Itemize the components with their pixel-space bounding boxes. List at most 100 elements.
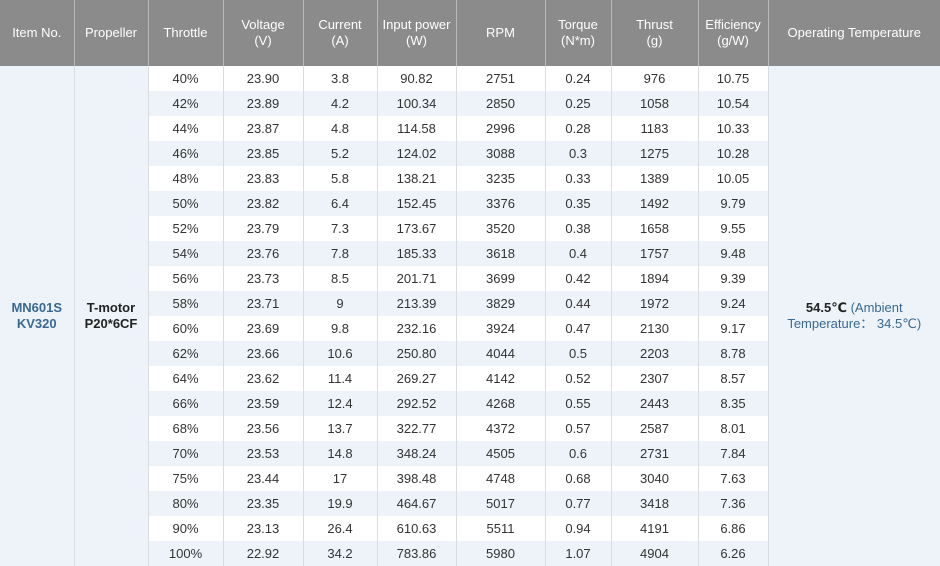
input-power-cell: 152.45 xyxy=(376,191,456,216)
torque-cell: 0.28 xyxy=(544,116,611,141)
voltage-cell: 23.62 xyxy=(222,366,303,391)
efficiency-cell: 10.75 xyxy=(697,66,768,91)
col-header-label: Input power xyxy=(382,17,451,32)
efficiency-cell: 10.54 xyxy=(697,91,768,116)
rpm-cell: 3618 xyxy=(455,241,545,266)
table-row: 48% 23.83 5.8 138.21 3235 0.33 1389 10.05 xyxy=(0,166,940,191)
current-cell: 6.4 xyxy=(302,191,377,216)
current-cell: 8.5 xyxy=(302,266,377,291)
col-header-input-power: Input power (W) xyxy=(376,0,456,66)
voltage-cell: 23.87 xyxy=(222,116,303,141)
col-header-unit: (g) xyxy=(646,33,663,48)
input-power-cell: 185.33 xyxy=(376,241,456,266)
voltage-cell: 23.73 xyxy=(222,266,303,291)
thrust-cell: 2203 xyxy=(610,341,698,366)
thrust-cell: 2443 xyxy=(610,391,698,416)
rpm-cell: 4372 xyxy=(455,416,545,441)
col-header-operating-temperature: Operating Temperature xyxy=(767,0,940,66)
throttle-cell: 44% xyxy=(147,116,223,141)
rpm-cell: 4044 xyxy=(455,341,545,366)
rpm-cell: 3235 xyxy=(455,166,545,191)
thrust-cell: 1658 xyxy=(610,216,698,241)
throttle-cell: 40% xyxy=(147,66,223,91)
efficiency-cell: 10.33 xyxy=(697,116,768,141)
input-power-cell: 322.77 xyxy=(376,416,456,441)
torque-cell: 0.3 xyxy=(544,141,611,166)
torque-cell: 0.44 xyxy=(544,291,611,316)
throttle-cell: 100% xyxy=(147,541,223,566)
torque-cell: 0.35 xyxy=(544,191,611,216)
rpm-cell: 2850 xyxy=(455,91,545,116)
efficiency-cell: 9.48 xyxy=(697,241,768,266)
thrust-cell: 4191 xyxy=(610,516,698,541)
throttle-cell: 48% xyxy=(147,166,223,191)
efficiency-cell: 8.78 xyxy=(697,341,768,366)
col-header-unit: (A) xyxy=(331,33,349,48)
table-row: 44% 23.87 4.8 114.58 2996 0.28 1183 10.33 xyxy=(0,116,940,141)
col-header-label: Voltage xyxy=(241,17,285,32)
throttle-cell: 42% xyxy=(147,91,223,116)
throttle-cell: 62% xyxy=(147,341,223,366)
throttle-cell: 75% xyxy=(147,466,223,491)
col-header-efficiency: Efficiency (g/W) xyxy=(697,0,768,66)
rpm-cell: 3829 xyxy=(455,291,545,316)
voltage-cell: 23.85 xyxy=(222,141,303,166)
rpm-cell: 4505 xyxy=(455,441,545,466)
rpm-cell: 5980 xyxy=(455,541,545,566)
propeller-cell: T-motor P20*6CF xyxy=(73,66,148,566)
torque-cell: 0.25 xyxy=(544,91,611,116)
thrust-cell: 4904 xyxy=(610,541,698,566)
thrust-cell: 2130 xyxy=(610,316,698,341)
efficiency-cell: 6.86 xyxy=(697,516,768,541)
voltage-cell: 22.92 xyxy=(222,541,303,566)
throttle-cell: 68% xyxy=(147,416,223,441)
torque-cell: 0.77 xyxy=(544,491,611,516)
rpm-cell: 2751 xyxy=(455,66,545,91)
input-power-cell: 269.27 xyxy=(376,366,456,391)
col-header-unit: (g/W) xyxy=(717,33,749,48)
efficiency-cell: 7.36 xyxy=(697,491,768,516)
col-header-label: RPM xyxy=(486,25,515,40)
voltage-cell: 23.76 xyxy=(222,241,303,266)
rpm-cell: 3699 xyxy=(455,266,545,291)
voltage-cell: 23.83 xyxy=(222,166,303,191)
thrust-cell: 2307 xyxy=(610,366,698,391)
table-row: 60% 23.69 9.8 232.16 3924 0.47 2130 9.17 xyxy=(0,316,940,341)
current-cell: 34.2 xyxy=(302,541,377,566)
thrust-cell: 3040 xyxy=(610,466,698,491)
col-header-torque: Torque (N*m) xyxy=(544,0,611,66)
current-cell: 5.8 xyxy=(302,166,377,191)
propeller-model: P20*6CF xyxy=(84,316,138,331)
efficiency-cell: 9.39 xyxy=(697,266,768,291)
throttle-cell: 64% xyxy=(147,366,223,391)
throttle-cell: 60% xyxy=(147,316,223,341)
col-header-label: Current xyxy=(318,17,362,32)
input-power-cell: 232.16 xyxy=(376,316,456,341)
efficiency-cell: 6.26 xyxy=(697,541,768,566)
torque-cell: 0.33 xyxy=(544,166,611,191)
table-row: 62% 23.66 10.6 250.80 4044 0.5 2203 8.78 xyxy=(0,341,940,366)
table-row: 80% 23.35 19.9 464.67 5017 0.77 3418 7.36 xyxy=(0,491,940,516)
thrust-cell: 1757 xyxy=(610,241,698,266)
input-power-cell: 348.24 xyxy=(376,441,456,466)
voltage-cell: 23.59 xyxy=(222,391,303,416)
efficiency-cell: 7.84 xyxy=(697,441,768,466)
thrust-cell: 1183 xyxy=(610,116,698,141)
col-header-rpm: RPM xyxy=(455,0,545,66)
torque-cell: 0.4 xyxy=(544,241,611,266)
table-row: 50% 23.82 6.4 152.45 3376 0.35 1492 9.79 xyxy=(0,191,940,216)
thrust-cell: 2731 xyxy=(610,441,698,466)
rpm-cell: 3088 xyxy=(455,141,545,166)
item-kv: KV320 xyxy=(16,316,57,331)
thrust-cell: 1275 xyxy=(610,141,698,166)
col-header-label: Throttle xyxy=(163,25,208,40)
current-cell: 11.4 xyxy=(302,366,377,391)
item-model: MN601S xyxy=(11,300,63,315)
col-header-label: Thrust xyxy=(636,17,673,32)
throttle-cell: 56% xyxy=(147,266,223,291)
voltage-cell: 23.69 xyxy=(222,316,303,341)
efficiency-cell: 7.63 xyxy=(697,466,768,491)
torque-cell: 0.68 xyxy=(544,466,611,491)
voltage-cell: 23.13 xyxy=(222,516,303,541)
input-power-cell: 173.67 xyxy=(376,216,456,241)
